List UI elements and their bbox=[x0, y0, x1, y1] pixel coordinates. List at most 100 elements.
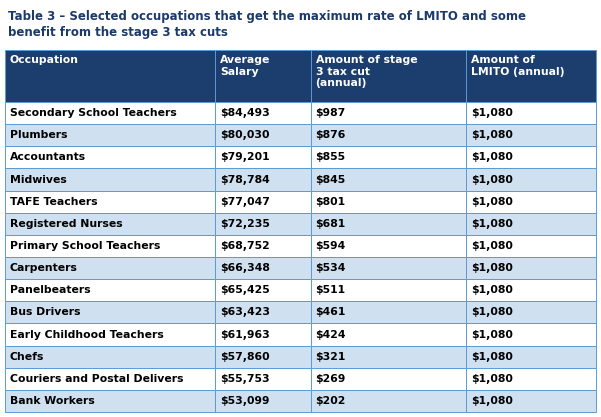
Text: Couriers and Postal Delivers: Couriers and Postal Delivers bbox=[10, 374, 183, 384]
Bar bbox=[215, 257, 311, 279]
Text: Amount of
LMITO (annual): Amount of LMITO (annual) bbox=[471, 55, 564, 77]
Text: $72,235: $72,235 bbox=[221, 219, 270, 229]
Text: $1,080: $1,080 bbox=[471, 352, 513, 362]
Text: $66,348: $66,348 bbox=[221, 263, 270, 273]
Text: Registered Nurses: Registered Nurses bbox=[10, 219, 123, 229]
Text: $424: $424 bbox=[316, 329, 346, 339]
Bar bbox=[311, 368, 466, 390]
Text: $79,201: $79,201 bbox=[221, 152, 270, 162]
Text: Primary School Teachers: Primary School Teachers bbox=[10, 241, 160, 251]
Bar bbox=[466, 102, 596, 124]
Bar bbox=[311, 168, 466, 191]
Bar bbox=[5, 257, 215, 279]
Text: Bank Workers: Bank Workers bbox=[10, 396, 95, 406]
Bar bbox=[5, 346, 215, 368]
Text: benefit from the stage 3 tax cuts: benefit from the stage 3 tax cuts bbox=[8, 26, 228, 39]
Bar bbox=[311, 346, 466, 368]
Bar bbox=[215, 102, 311, 124]
Text: $78,784: $78,784 bbox=[221, 174, 270, 184]
Text: $65,425: $65,425 bbox=[221, 285, 270, 295]
Bar bbox=[466, 279, 596, 301]
Text: $1,080: $1,080 bbox=[471, 329, 513, 339]
Bar bbox=[466, 346, 596, 368]
Text: $68,752: $68,752 bbox=[221, 241, 270, 251]
Bar bbox=[311, 213, 466, 235]
Bar bbox=[5, 213, 215, 235]
Text: Average
Salary: Average Salary bbox=[221, 55, 270, 77]
Text: $1,080: $1,080 bbox=[471, 285, 513, 295]
Text: $61,963: $61,963 bbox=[221, 329, 270, 339]
Bar bbox=[5, 390, 215, 412]
Text: $1,080: $1,080 bbox=[471, 108, 513, 118]
Bar bbox=[466, 124, 596, 146]
Text: Chefs: Chefs bbox=[10, 352, 44, 362]
Text: Midwives: Midwives bbox=[10, 174, 67, 184]
Bar bbox=[5, 124, 215, 146]
Text: $1,080: $1,080 bbox=[471, 219, 513, 229]
Bar bbox=[466, 257, 596, 279]
Bar bbox=[215, 390, 311, 412]
Text: $202: $202 bbox=[316, 396, 346, 406]
Bar bbox=[311, 102, 466, 124]
Bar bbox=[466, 390, 596, 412]
Text: Table 3 – Selected occupations that get the maximum rate of LMITO and some: Table 3 – Selected occupations that get … bbox=[8, 10, 526, 23]
Bar bbox=[311, 390, 466, 412]
Text: $534: $534 bbox=[316, 263, 346, 273]
Bar bbox=[215, 146, 311, 168]
Text: Plumbers: Plumbers bbox=[10, 130, 67, 140]
Bar bbox=[215, 324, 311, 346]
Text: Bus Drivers: Bus Drivers bbox=[10, 307, 81, 317]
Text: Occupation: Occupation bbox=[10, 55, 79, 65]
Text: $80,030: $80,030 bbox=[221, 130, 270, 140]
Text: $269: $269 bbox=[316, 374, 346, 384]
Bar bbox=[466, 213, 596, 235]
Bar bbox=[5, 102, 215, 124]
Bar bbox=[215, 346, 311, 368]
Text: $855: $855 bbox=[316, 152, 346, 162]
Text: $63,423: $63,423 bbox=[221, 307, 270, 317]
Text: Carpenters: Carpenters bbox=[10, 263, 78, 273]
Bar bbox=[311, 146, 466, 168]
Text: $57,860: $57,860 bbox=[221, 352, 270, 362]
Bar bbox=[215, 279, 311, 301]
Text: $1,080: $1,080 bbox=[471, 396, 513, 406]
Text: $84,493: $84,493 bbox=[221, 108, 270, 118]
Text: $321: $321 bbox=[316, 352, 346, 362]
Text: $511: $511 bbox=[316, 285, 346, 295]
Text: $461: $461 bbox=[316, 307, 346, 317]
Text: $1,080: $1,080 bbox=[471, 241, 513, 251]
Text: Amount of stage
3 tax cut
(annual): Amount of stage 3 tax cut (annual) bbox=[316, 55, 417, 88]
Text: $1,080: $1,080 bbox=[471, 152, 513, 162]
Text: $801: $801 bbox=[316, 197, 346, 207]
Text: Secondary School Teachers: Secondary School Teachers bbox=[10, 108, 177, 118]
Bar bbox=[5, 301, 215, 324]
Bar bbox=[215, 301, 311, 324]
Bar bbox=[311, 257, 466, 279]
Bar bbox=[215, 235, 311, 257]
Text: Panelbeaters: Panelbeaters bbox=[10, 285, 91, 295]
Text: $594: $594 bbox=[316, 241, 346, 251]
Text: $987: $987 bbox=[316, 108, 346, 118]
Bar bbox=[466, 168, 596, 191]
Bar bbox=[5, 235, 215, 257]
Text: $1,080: $1,080 bbox=[471, 197, 513, 207]
Text: $1,080: $1,080 bbox=[471, 174, 513, 184]
Bar bbox=[466, 50, 596, 102]
Text: TAFE Teachers: TAFE Teachers bbox=[10, 197, 97, 207]
Bar bbox=[466, 235, 596, 257]
Bar bbox=[5, 279, 215, 301]
Text: $876: $876 bbox=[316, 130, 346, 140]
Bar bbox=[311, 324, 466, 346]
Bar bbox=[215, 124, 311, 146]
Bar bbox=[215, 168, 311, 191]
Text: Early Childhood Teachers: Early Childhood Teachers bbox=[10, 329, 163, 339]
Text: $845: $845 bbox=[316, 174, 346, 184]
Bar bbox=[311, 50, 466, 102]
Bar bbox=[311, 279, 466, 301]
Bar bbox=[215, 368, 311, 390]
Bar bbox=[311, 235, 466, 257]
Bar bbox=[311, 301, 466, 324]
Bar bbox=[311, 191, 466, 213]
Text: $53,099: $53,099 bbox=[221, 396, 270, 406]
Text: $55,753: $55,753 bbox=[221, 374, 270, 384]
